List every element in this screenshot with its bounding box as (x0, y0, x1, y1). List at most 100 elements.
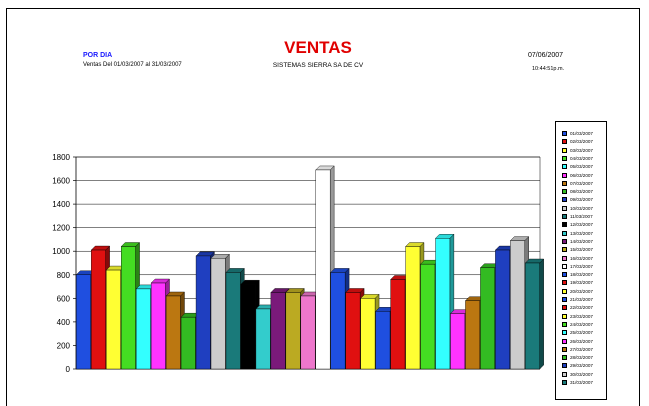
bar-front (390, 279, 406, 370)
legend-swatch (562, 297, 567, 302)
legend-label: 22/03/2007 (570, 305, 593, 311)
legend-label: 14/03/2007 (570, 238, 593, 244)
bar-front (270, 292, 286, 370)
bar-front (525, 262, 540, 370)
legend-swatch (562, 355, 567, 361)
legend-swatch (562, 147, 567, 153)
bar-front (225, 272, 241, 370)
legend-swatch (562, 363, 567, 369)
bar-front (180, 316, 196, 370)
legend-swatch (562, 238, 567, 244)
legend-label: 19/03/2007 (570, 280, 593, 286)
legend-label: 23/03/2007 (570, 313, 593, 319)
legend-swatch (562, 346, 567, 352)
bar-front (510, 240, 525, 370)
y-tick-label: 1000 (52, 247, 70, 256)
bar-front (210, 258, 226, 370)
bar-front (255, 308, 271, 370)
y-tick-label: 400 (57, 318, 71, 327)
legend-label: 21/03/2007 (570, 297, 593, 302)
legend-swatch (562, 313, 567, 319)
bar-front (450, 313, 466, 370)
chart-legend: 01/03/2007 02/03/2007 03/03/2007 04/03/2007… (555, 121, 607, 400)
bar-front (240, 284, 256, 370)
legend-swatch (562, 330, 567, 336)
bar-front (495, 249, 510, 370)
legend-label: 05/03/2007 (570, 164, 593, 170)
legend-swatch (562, 305, 567, 311)
legend-label: 31/03/2007 (570, 380, 593, 385)
legend-label: 25/03/2007 (570, 330, 593, 336)
legend-swatch (562, 131, 567, 136)
legend-label: 30/03/2007 (570, 371, 593, 377)
bar-front (375, 311, 391, 370)
legend-swatch (562, 288, 567, 294)
y-tick-labels: 0 200 400 600 800 1000 1200 1400 1600 1800 (52, 153, 70, 374)
legend-swatch (562, 139, 567, 145)
bar-front (420, 263, 436, 370)
bar-31/03/2007 (524, 258, 545, 370)
legend-swatch (562, 272, 567, 278)
legend-swatch (562, 371, 567, 377)
legend-swatch (562, 321, 567, 327)
legend-label: 08/03/2007 (570, 189, 593, 195)
legend-swatch (562, 338, 567, 344)
legend-label: 18/03/2007 (570, 272, 593, 278)
date-range: Ventas Del 01/03/2007 al 31/03/2007 (83, 62, 182, 68)
legend-swatch (562, 172, 567, 178)
legend-label: 06/03/2007 (570, 172, 593, 178)
legend-label: 07/03/2007 (570, 180, 593, 186)
legend-label: 02/03/2007 (570, 139, 593, 145)
legend-swatch (562, 155, 567, 161)
legend-label: 16/03/2007 (570, 255, 593, 261)
legend-label: 17/03/2007 (570, 263, 593, 269)
legend-label: 09/03/2007 (570, 197, 593, 203)
legend-swatch (562, 189, 567, 195)
legend-swatch (562, 280, 567, 286)
legend-swatch (562, 197, 567, 203)
legend-label: 01/03/2007 (570, 131, 593, 136)
bar-front (285, 292, 301, 370)
bar-front (435, 238, 451, 370)
bar-front (165, 295, 181, 370)
legend-swatch (562, 180, 567, 186)
legend-label: 04/03/2007 (570, 155, 593, 161)
legend-label: 10/03/2007 (570, 205, 593, 211)
bar-front (76, 274, 91, 370)
y-tick-label: 1400 (52, 200, 70, 209)
bar-front (135, 288, 151, 370)
bar-front (465, 300, 481, 370)
legend-swatch (562, 222, 567, 228)
legend-swatch (562, 230, 567, 236)
bar-front (300, 295, 316, 370)
bar-front (91, 249, 106, 370)
y-tick-label: 200 (57, 341, 71, 350)
bars (75, 165, 545, 370)
y-tick-label: 1800 (52, 153, 70, 162)
bar-front (150, 282, 166, 370)
legend-label: 03/03/2007 (570, 147, 593, 153)
legend-label: 26/03/2007 (570, 338, 593, 344)
legend-label: 28/03/2007 (570, 355, 593, 361)
legend-swatch (562, 164, 567, 170)
bar-front (405, 246, 421, 370)
bar-front (195, 255, 211, 370)
legend-swatch (562, 380, 567, 385)
print-time: 10:44:51p.m. (532, 66, 565, 72)
company-name: SISTEMAS SIERRA SA DE CV (272, 62, 364, 69)
bar-front (315, 169, 331, 370)
bar-front (480, 267, 495, 370)
y-tick-label: 800 (57, 271, 71, 280)
bar-front (360, 298, 376, 370)
legend-label: 24/03/2007 (570, 321, 593, 327)
y-tick-label: 600 (57, 294, 71, 303)
bar-front (330, 272, 346, 370)
bar-front (106, 269, 121, 370)
legend-label: 12/03/2007 (570, 222, 593, 228)
legend-swatch (562, 263, 567, 269)
legend-label: 15/03/2007 (570, 247, 593, 253)
legend-label: 11/03/2007 (570, 214, 593, 219)
y-tick-label: 1200 (52, 224, 70, 233)
bar-front (121, 246, 136, 370)
